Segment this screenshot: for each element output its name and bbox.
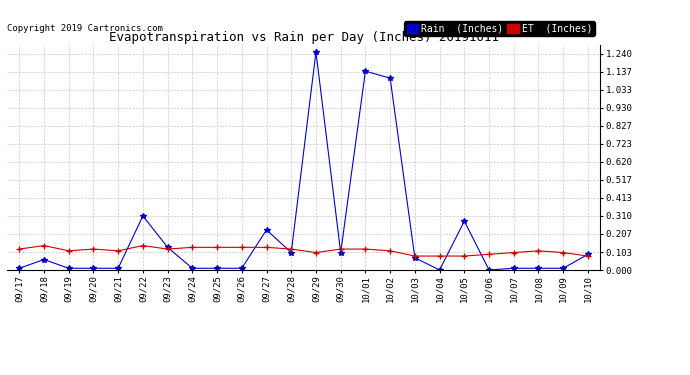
Title: Evapotranspiration vs Rain per Day (Inches) 20191011: Evapotranspiration vs Rain per Day (Inch… [108, 31, 499, 44]
Text: Copyright 2019 Cartronics.com: Copyright 2019 Cartronics.com [7, 24, 163, 33]
Legend: Rain  (Inches), ET  (Inches): Rain (Inches), ET (Inches) [404, 21, 595, 36]
